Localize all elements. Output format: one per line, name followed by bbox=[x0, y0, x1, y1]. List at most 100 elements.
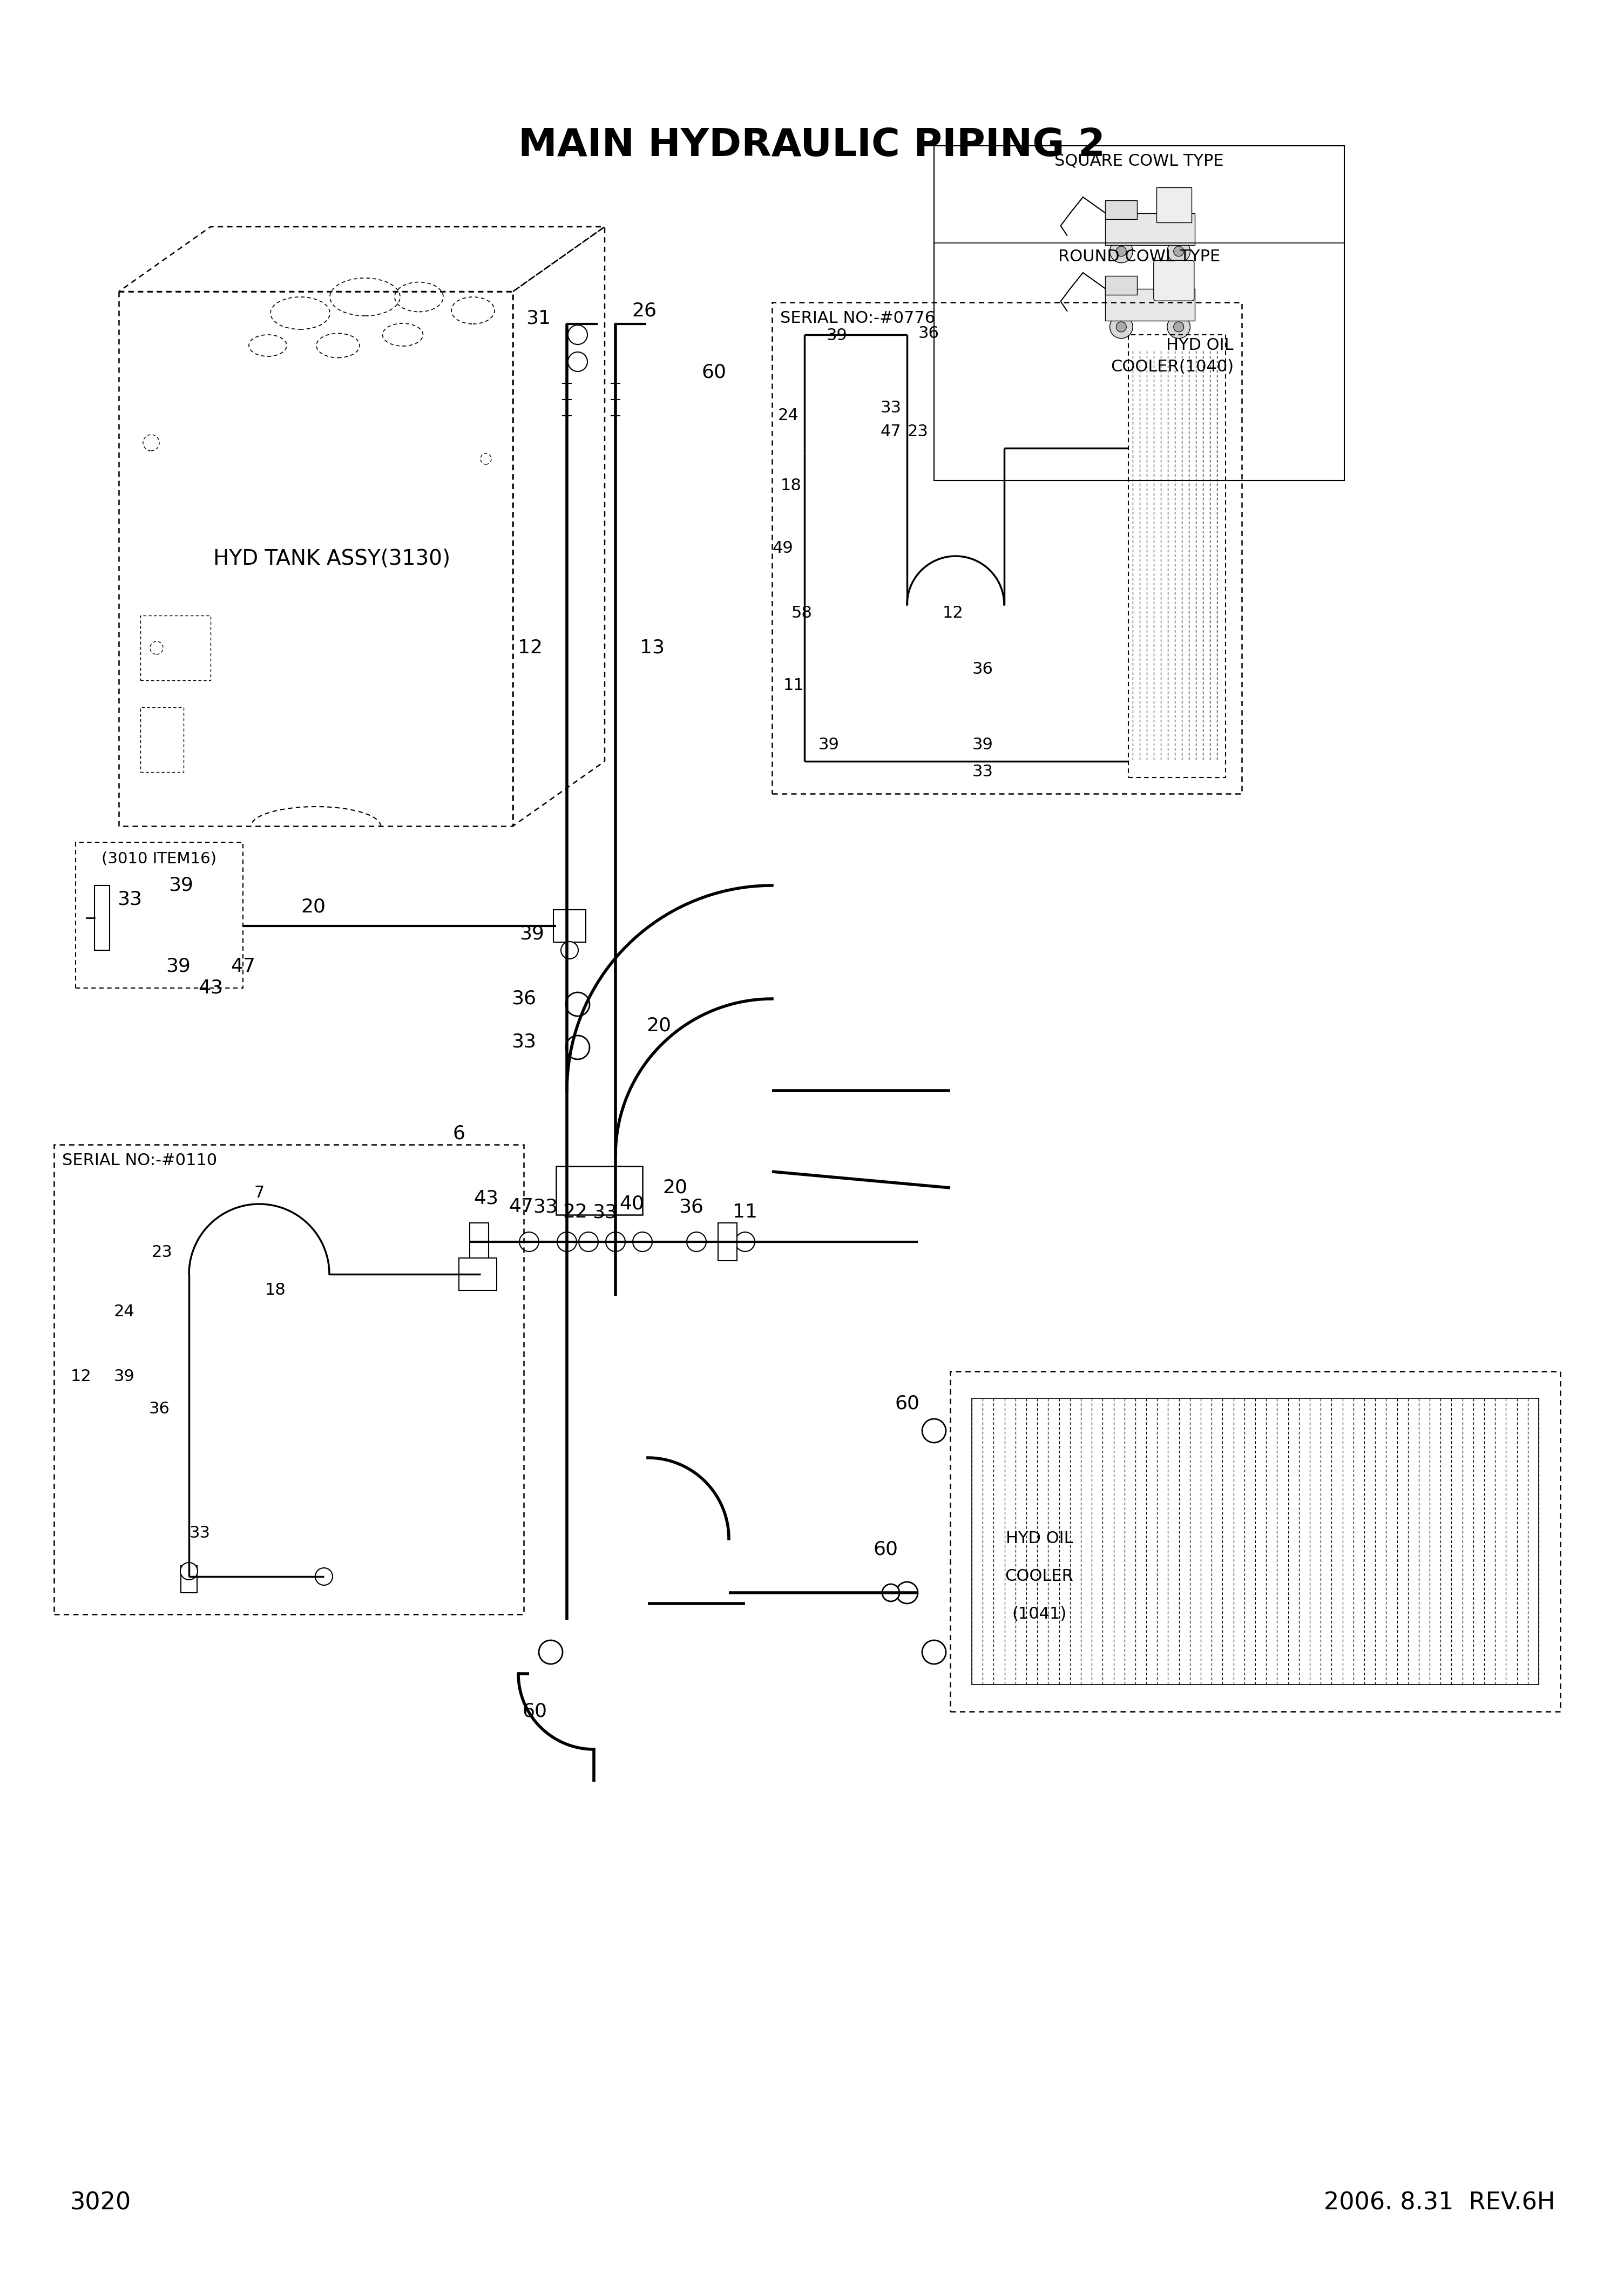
Text: 39: 39 bbox=[818, 738, 840, 752]
Circle shape bbox=[1168, 316, 1190, 339]
Text: 33: 33 bbox=[533, 1197, 557, 1215]
Bar bbox=[140, 706, 184, 773]
Text: 47: 47 bbox=[508, 1197, 533, 1215]
Circle shape bbox=[568, 353, 588, 371]
Text: (1041): (1041) bbox=[1012, 1607, 1067, 1621]
Text: MAIN HYDRAULIC PIPING 2: MAIN HYDRAULIC PIPING 2 bbox=[518, 126, 1106, 165]
Circle shape bbox=[633, 1231, 653, 1252]
Text: 3020: 3020 bbox=[70, 2192, 132, 2215]
Text: 47: 47 bbox=[880, 424, 901, 440]
Text: 60: 60 bbox=[895, 1394, 919, 1412]
Bar bbox=[718, 1222, 737, 1261]
Text: 20: 20 bbox=[300, 899, 325, 917]
Text: 43: 43 bbox=[474, 1190, 499, 1208]
Text: 60: 60 bbox=[521, 1701, 547, 1720]
Text: COOLER: COOLER bbox=[1005, 1568, 1073, 1584]
Text: 60: 60 bbox=[874, 1541, 898, 1559]
Bar bbox=[554, 910, 586, 942]
Text: 33: 33 bbox=[512, 1032, 536, 1050]
Text: 49: 49 bbox=[773, 541, 793, 555]
Text: 40: 40 bbox=[619, 1195, 645, 1213]
Text: 36: 36 bbox=[512, 991, 536, 1009]
Text: HYD OIL: HYD OIL bbox=[1005, 1532, 1073, 1545]
Bar bbox=[140, 615, 211, 681]
Text: 22: 22 bbox=[562, 1204, 588, 1222]
Circle shape bbox=[922, 1419, 945, 1442]
Bar bbox=[1106, 289, 1195, 321]
Circle shape bbox=[606, 1231, 625, 1252]
Bar bbox=[1106, 213, 1195, 245]
Text: 12: 12 bbox=[942, 605, 963, 621]
Text: 39: 39 bbox=[520, 924, 544, 942]
Text: 36: 36 bbox=[918, 326, 939, 342]
Circle shape bbox=[578, 1231, 598, 1252]
Text: 36: 36 bbox=[679, 1197, 703, 1215]
Circle shape bbox=[896, 1582, 918, 1603]
Bar bbox=[180, 1566, 197, 1594]
Bar bbox=[54, 1144, 523, 1614]
Text: 11: 11 bbox=[783, 679, 804, 692]
Text: 33: 33 bbox=[117, 890, 141, 908]
Text: 20: 20 bbox=[663, 1179, 687, 1197]
Bar bbox=[469, 1222, 489, 1261]
Text: SQUARE COWL TYPE: SQUARE COWL TYPE bbox=[1054, 154, 1224, 170]
Text: 23: 23 bbox=[908, 424, 929, 440]
Text: 33: 33 bbox=[973, 764, 994, 780]
Text: COOLER(1040): COOLER(1040) bbox=[1111, 360, 1234, 376]
Text: 58: 58 bbox=[791, 605, 812, 621]
FancyBboxPatch shape bbox=[1153, 261, 1194, 300]
Text: (3010 ITEM16): (3010 ITEM16) bbox=[102, 851, 216, 867]
Text: 60: 60 bbox=[702, 362, 726, 381]
Circle shape bbox=[565, 1036, 590, 1059]
Bar bbox=[1106, 275, 1137, 296]
Text: SERIAL NO:-#0110: SERIAL NO:-#0110 bbox=[62, 1153, 218, 1169]
Circle shape bbox=[1174, 245, 1184, 257]
Bar bbox=[76, 842, 244, 988]
Text: 11: 11 bbox=[732, 1204, 757, 1222]
Text: HYD TANK ASSY(3130): HYD TANK ASSY(3130) bbox=[213, 548, 450, 569]
Circle shape bbox=[736, 1231, 755, 1252]
Text: 43: 43 bbox=[198, 979, 222, 997]
Circle shape bbox=[1109, 316, 1134, 339]
Bar bbox=[950, 1371, 1561, 1711]
Text: 39: 39 bbox=[827, 328, 848, 344]
Text: 24: 24 bbox=[778, 408, 799, 424]
Circle shape bbox=[560, 942, 578, 958]
Circle shape bbox=[1116, 321, 1127, 332]
Circle shape bbox=[315, 1568, 333, 1584]
Text: 39: 39 bbox=[166, 956, 190, 975]
Text: 7: 7 bbox=[253, 1185, 265, 1202]
Bar bbox=[1129, 335, 1226, 777]
Text: 20: 20 bbox=[646, 1016, 671, 1034]
Circle shape bbox=[1116, 245, 1127, 257]
Circle shape bbox=[922, 1639, 945, 1665]
Text: 47: 47 bbox=[231, 956, 255, 975]
Circle shape bbox=[1168, 241, 1190, 264]
Text: 2006. 8.31  REV.6H: 2006. 8.31 REV.6H bbox=[1324, 2192, 1554, 2215]
Text: 23: 23 bbox=[151, 1245, 172, 1261]
Circle shape bbox=[180, 1562, 198, 1580]
Text: 18: 18 bbox=[781, 479, 801, 493]
Text: 39: 39 bbox=[114, 1369, 135, 1385]
Text: 12: 12 bbox=[518, 640, 542, 658]
Circle shape bbox=[539, 1639, 562, 1665]
Text: 36: 36 bbox=[973, 663, 994, 676]
Text: 39: 39 bbox=[169, 876, 193, 894]
Bar bbox=[971, 1399, 1538, 1685]
Text: 33: 33 bbox=[190, 1525, 209, 1541]
Text: 36: 36 bbox=[149, 1401, 171, 1417]
Bar bbox=[460, 1259, 497, 1291]
Circle shape bbox=[565, 993, 590, 1016]
Circle shape bbox=[882, 1584, 900, 1601]
Bar bbox=[1156, 188, 1192, 222]
Text: 26: 26 bbox=[632, 300, 656, 319]
Text: 12: 12 bbox=[70, 1369, 91, 1385]
Bar bbox=[94, 885, 109, 949]
Bar bbox=[934, 147, 1345, 482]
Circle shape bbox=[520, 1231, 539, 1252]
Circle shape bbox=[557, 1231, 577, 1252]
Circle shape bbox=[568, 326, 588, 344]
Text: 33: 33 bbox=[880, 399, 901, 415]
Circle shape bbox=[1109, 241, 1134, 264]
Text: 24: 24 bbox=[114, 1305, 135, 1321]
